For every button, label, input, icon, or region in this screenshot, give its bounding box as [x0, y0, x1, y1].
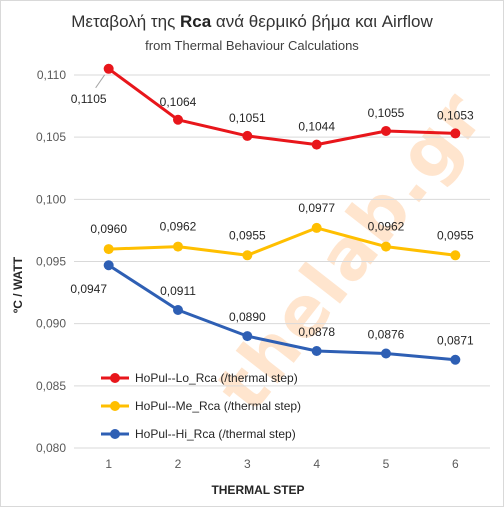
data-point	[311, 222, 322, 233]
data-point	[450, 250, 461, 261]
y-tick-label: 0,105	[36, 130, 66, 144]
x-tick-label: 4	[313, 457, 320, 471]
y-tick-label: 0,080	[36, 441, 66, 455]
data-label: 0,0911	[160, 284, 196, 298]
data-label: 0,1105	[71, 92, 107, 106]
chart-subtitle: from Thermal Behaviour Calculations	[145, 38, 359, 53]
data-point	[242, 130, 253, 141]
data-point	[311, 346, 322, 357]
data-label: 0,1053	[437, 108, 474, 122]
x-tick-label: 3	[244, 457, 251, 471]
data-point	[381, 348, 391, 359]
data-label: 0,1064	[160, 95, 197, 109]
data-point	[450, 128, 461, 139]
legend-label: HoPul--Lo_Rca (/thermal step)	[135, 371, 298, 385]
data-label: 0,0960	[90, 222, 127, 236]
legend-label: HoPul--Me_Rca (/thermal step)	[135, 399, 301, 413]
series-line	[107, 67, 456, 147]
x-tick-label: 1	[105, 457, 112, 471]
data-point	[173, 114, 183, 125]
legend-swatch-marker	[110, 429, 120, 439]
data-label: 0,1044	[298, 120, 335, 134]
y-tick-label: 0,085	[36, 379, 66, 393]
data-point	[103, 260, 114, 271]
data-label: 0,1055	[368, 106, 405, 120]
data-point	[311, 139, 322, 150]
chart-title: Μεταβολή της Rca ανά θερμικό βήμα και Ai…	[0, 12, 504, 32]
data-label: 0,0977	[298, 201, 335, 215]
legend: HoPul--Lo_Rca (/thermal step) HoPul--Me_R…	[101, 371, 301, 441]
y-tick-label: 0,100	[36, 192, 66, 206]
y-tick-label: 0,110	[37, 68, 66, 82]
data-label: 0,0947	[70, 282, 107, 296]
title-part-after: ανά θερμικό βήμα και Airflow	[211, 12, 433, 31]
x-tick-label: 2	[175, 457, 182, 471]
data-label: 0,0871	[437, 334, 474, 348]
data-point	[173, 241, 183, 252]
data-label: 0,0876	[368, 328, 405, 342]
leader-line	[95, 74, 106, 89]
data-point	[103, 63, 114, 74]
legend-swatch-marker	[110, 401, 120, 411]
x-axis-ticks: 1 2 3 4 5 6	[105, 457, 459, 471]
data-label: 0,0962	[160, 220, 197, 234]
data-label: 0,1051	[229, 111, 266, 125]
data-label: 0,0878	[298, 325, 335, 339]
legend-label: HoPul--Hi_Rca (/thermal step)	[135, 427, 296, 441]
x-axis-title: THERMAL STEP	[211, 483, 304, 497]
series-line	[107, 263, 456, 362]
x-tick-label: 5	[383, 457, 390, 471]
data-label: 0,0955	[437, 228, 474, 242]
data-labels: 0,1105 0,1064 0,1051 0,1044 0,1055 0,1053 0,09…	[70, 74, 474, 348]
title-part-before: Μεταβολή της	[71, 12, 180, 31]
data-point	[242, 331, 253, 342]
gridlines	[74, 74, 490, 449]
title-part-bold: Rca	[179, 12, 212, 31]
series-lines	[103, 63, 461, 365]
y-tick-label: 0,095	[36, 255, 66, 269]
y-axis-ticks: 0,080 0,085 0,090 0,095 0,100 0,105 0,110	[36, 68, 66, 455]
data-point	[381, 241, 391, 252]
y-axis-title: ºC / WATT	[11, 256, 25, 313]
data-point	[173, 304, 183, 315]
legend-swatch-marker	[110, 373, 120, 383]
data-label: 0,0962	[368, 220, 405, 234]
data-point	[381, 125, 391, 136]
data-point	[103, 244, 114, 255]
data-label: 0,0955	[229, 228, 266, 242]
data-point	[242, 250, 253, 261]
y-tick-label: 0,090	[36, 317, 66, 331]
series-line	[108, 226, 456, 257]
data-point	[450, 354, 461, 365]
data-label: 0,0890	[229, 310, 266, 324]
x-tick-label: 6	[452, 457, 459, 471]
